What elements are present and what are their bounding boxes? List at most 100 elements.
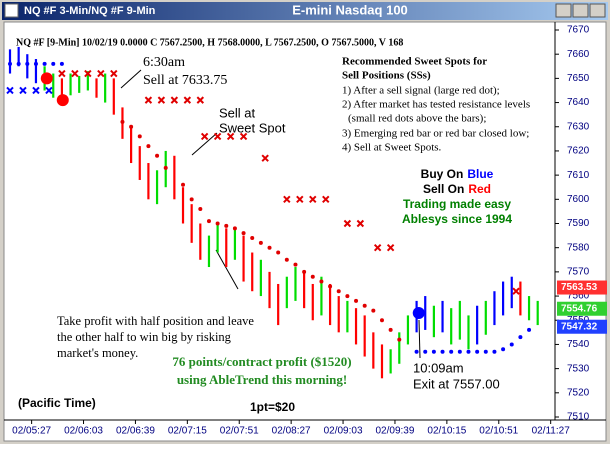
stop-dot <box>129 124 134 129</box>
stop-x <box>84 69 92 78</box>
stop-dot <box>501 347 506 352</box>
point-value: 1pt=$20 <box>250 400 295 414</box>
price-tag-label: 7563.53 <box>561 282 598 293</box>
price-tag-label: 7547.32 <box>561 321 598 332</box>
title-bar <box>2 2 608 20</box>
note: market's money. <box>57 346 138 360</box>
stop-dot <box>198 206 203 211</box>
tagline: Ablesys since 1994 <box>402 212 512 226</box>
y-tick-label: 7510 <box>567 412 590 423</box>
stop-dot <box>25 61 30 66</box>
note: Sell at 7633.75 <box>143 73 227 88</box>
stop-x <box>213 132 222 141</box>
stop-dot <box>51 61 56 66</box>
y-tick-label: 7560 <box>567 291 590 302</box>
stop-dot <box>155 153 160 158</box>
stop-x <box>343 219 352 228</box>
y-tick-label: 7530 <box>567 363 590 374</box>
stop-dot <box>354 298 359 303</box>
stop-x <box>196 96 205 104</box>
stop-x <box>58 69 66 78</box>
maximize-button[interactable] <box>572 3 589 18</box>
minimize-button[interactable] <box>555 3 572 18</box>
stop-dot <box>232 226 237 231</box>
close-button[interactable] <box>589 3 606 18</box>
stop-dot <box>527 327 532 332</box>
stop-dot <box>457 349 462 354</box>
stop-dot <box>371 308 376 313</box>
stop-dot <box>250 236 255 241</box>
arrow <box>215 249 239 290</box>
stop-dot <box>423 349 428 354</box>
arrow <box>418 319 421 359</box>
note: 2) After market has tested resistance le… <box>342 99 530 111</box>
stop-dot <box>483 349 488 354</box>
note-title: Recommended Sweet Spots for <box>342 56 487 68</box>
stop-dot <box>258 240 263 245</box>
y-tick-label: 7670 <box>567 25 590 36</box>
stop-x <box>183 96 192 104</box>
note: Exit at 7557.00 <box>413 376 500 391</box>
y-tick-label: 7570 <box>567 267 590 278</box>
stop-x <box>512 287 520 295</box>
stop-x <box>356 219 365 228</box>
stop-dot <box>518 335 523 340</box>
window-title: NQ #F 3-Min/NQ #F 9-Min <box>24 5 156 17</box>
note: 3) Emerging red bar or red bar closed lo… <box>342 128 529 140</box>
stop-dot <box>120 119 125 124</box>
note: 1) After a sell signal (large red dot); <box>342 85 500 97</box>
note: Take profit with half position and leave <box>57 314 254 328</box>
stop-x <box>97 69 105 78</box>
x-tick-label: 02/08:27 <box>272 426 311 437</box>
stop-dot <box>397 337 402 342</box>
stop-dot <box>345 294 350 299</box>
y-tick-label: 7540 <box>567 339 590 350</box>
y-tick-label: 7600 <box>567 194 590 205</box>
stop-dot <box>310 274 315 279</box>
stop-dot <box>466 349 471 354</box>
stop-x <box>45 86 53 95</box>
note-title: Sell Positions (SSs) <box>342 70 431 82</box>
stop-x <box>373 243 382 252</box>
stop-x <box>32 86 40 95</box>
timezone: (Pacific Time) <box>18 396 96 410</box>
stop-dot <box>33 61 38 66</box>
stop-dot <box>215 221 220 226</box>
note: 4) Sell at Sweet Spots. <box>342 142 442 154</box>
profit-note: using AbleTrend this morning! <box>177 372 347 387</box>
stop-dot <box>440 349 445 354</box>
stop-dot <box>42 61 47 66</box>
stop-dot <box>267 245 272 250</box>
stop-x <box>170 96 179 104</box>
tagline: Trading made easy <box>403 197 511 211</box>
profit-note: 76 points/contract profit ($1520) <box>172 354 351 369</box>
stop-dot <box>293 262 298 267</box>
price-tag <box>557 319 607 334</box>
slogan: Red <box>468 182 491 196</box>
stop-dot <box>137 134 142 139</box>
stop-dot <box>146 144 151 149</box>
x-tick-label: 02/10:51 <box>479 426 518 437</box>
price-tag <box>557 301 607 316</box>
x-tick-label: 02/06:39 <box>116 426 155 437</box>
arrows <box>120 69 421 359</box>
price-tag-label: 7554.76 <box>561 303 598 314</box>
stop-x <box>309 195 317 204</box>
note: 10:09am <box>413 360 464 375</box>
stop-dot <box>492 349 497 354</box>
y-tick-label: 7520 <box>567 387 590 398</box>
x-tick-label: 02/09:39 <box>375 426 414 437</box>
stop-dot <box>16 61 21 66</box>
y-tick-label: 7610 <box>567 170 590 181</box>
y-tick-label: 7640 <box>567 97 590 108</box>
y-tick-label: 7590 <box>567 218 590 229</box>
header-line: NQ #F [9-Min] 10/02/19 0.0000 C 7567.250… <box>16 37 403 48</box>
stop-x <box>6 86 14 95</box>
stop-dot <box>414 349 419 354</box>
slogan: Sell On <box>423 182 464 196</box>
x-tick-label: 02/07:51 <box>220 426 259 437</box>
stop-dot <box>241 231 246 236</box>
stop-dot <box>163 165 168 170</box>
stop-dot <box>206 219 211 224</box>
